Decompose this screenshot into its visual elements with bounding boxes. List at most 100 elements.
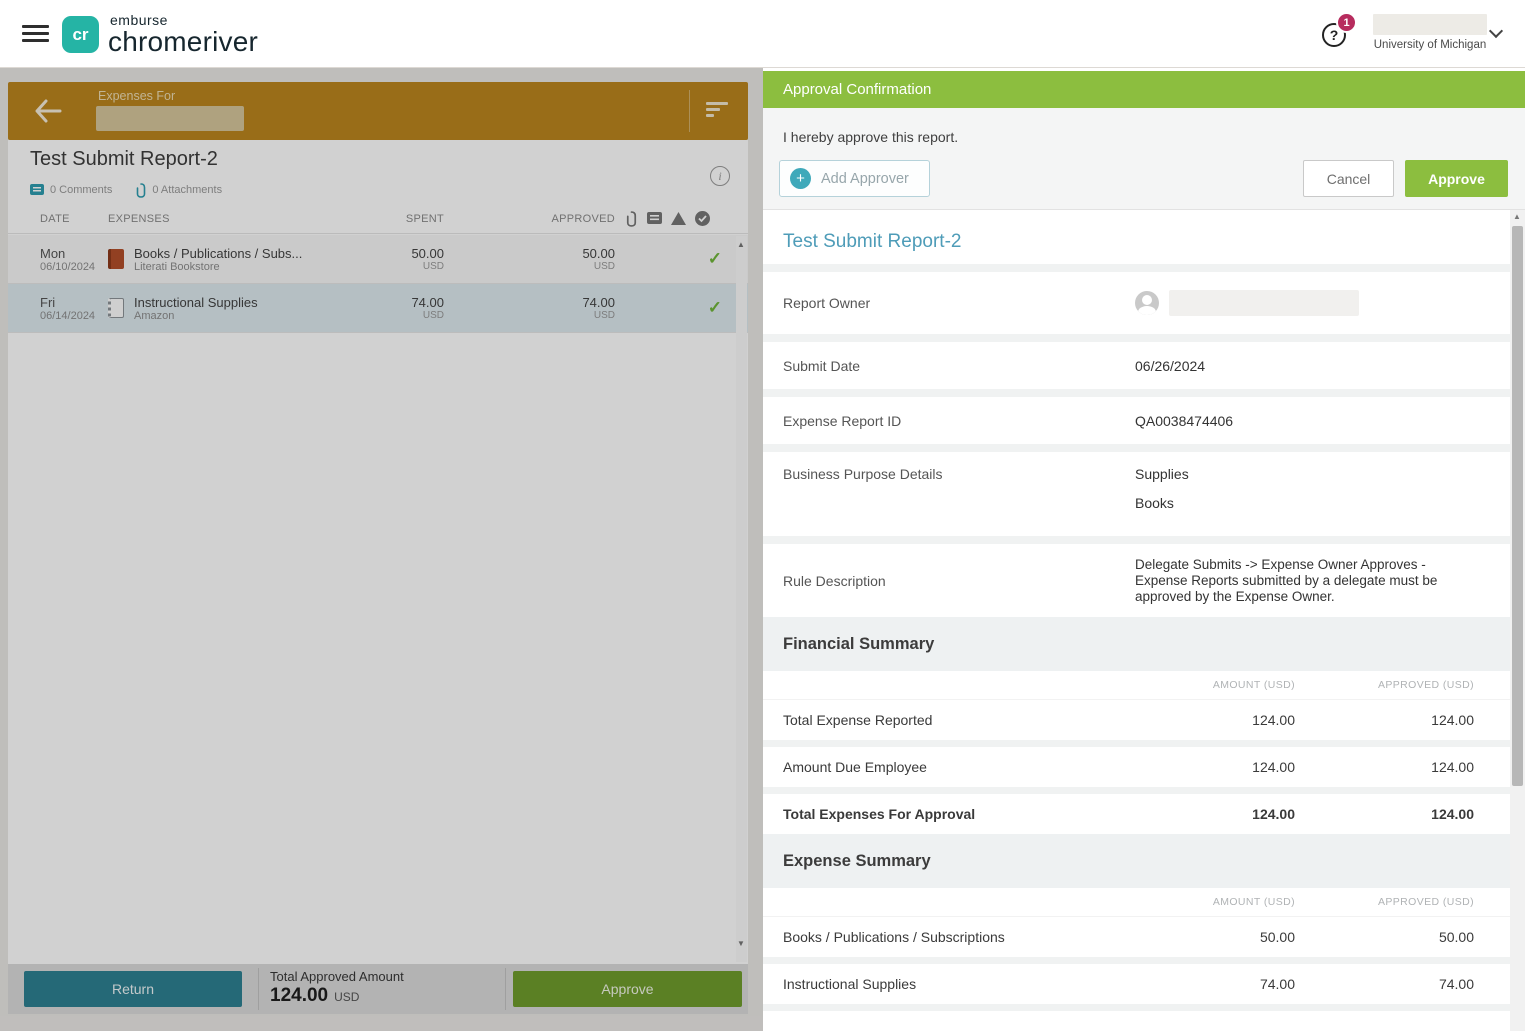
row-label: Instructional Supplies <box>783 976 917 992</box>
report-owner-label: Report Owner <box>783 295 871 311</box>
add-approver-button[interactable]: + Add Approver <box>779 160 930 197</box>
section-separator <box>763 264 1510 272</box>
total-approved-label: Total Approved Amount <box>270 969 404 984</box>
cancel-button[interactable]: Cancel <box>1303 160 1394 197</box>
row-amount: 124.00 <box>1252 712 1295 728</box>
row-approved: 50.00 <box>1438 929 1474 945</box>
column-header-spent: SPENT <box>405 212 444 225</box>
submit-date-label: Submit Date <box>783 357 861 374</box>
notification-badge: 1 <box>1336 12 1357 33</box>
column-header-date: DATE <box>40 212 70 225</box>
add-approver-label: Add Approver <box>821 170 909 187</box>
redacted-username[interactable] <box>1373 14 1487 35</box>
rule-description-row: Rule Description Delegate Submits -> Exp… <box>763 544 1510 617</box>
expense-date: 06/10/2024 <box>40 260 96 273</box>
row-separator <box>763 957 1510 964</box>
row-separator <box>763 740 1510 747</box>
row-label: Amount Due Employee <box>783 759 927 775</box>
expenses-for-header: Expenses For <box>8 82 748 140</box>
paperclip-icon <box>137 182 146 198</box>
approve-button[interactable]: Approve <box>1405 160 1508 197</box>
approved-currency: USD <box>593 261 615 272</box>
approved-check-icon: ✓ <box>707 298 722 317</box>
financial-summary-columns: AMOUNT (USD) APPROVED (USD) <box>763 671 1510 700</box>
comments-count: 0 Comments <box>50 184 113 196</box>
approve-button-footer[interactable]: Approve <box>513 971 742 1007</box>
brand-logo-icon: cr <box>62 16 99 53</box>
approved-amount: 50.00 <box>582 246 615 261</box>
scroll-up-icon[interactable]: ▲ <box>737 240 745 249</box>
hamburger-menu-icon[interactable] <box>22 25 49 43</box>
approval-confirmation-panel: Approval Confirmation I hereby approve t… <box>763 68 1525 1031</box>
summary-row: Total Expense Reported 124.00 124.00 <box>763 700 1510 740</box>
expense-day: Mon <box>40 245 66 261</box>
panel-scrollbar[interactable]: ▲ <box>1510 210 1525 1031</box>
column-approved-usd: APPROVED (USD) <box>1377 679 1474 691</box>
footer-divider <box>505 968 506 1010</box>
scroll-up-icon[interactable]: ▲ <box>1513 212 1521 221</box>
row-approved: 124.00 <box>1431 712 1474 728</box>
column-header-expenses: EXPENSES <box>108 212 170 225</box>
purpose-line-1: Supplies <box>1135 466 1189 482</box>
summary-row: Instructional Supplies 74.00 74.00 <box>763 964 1510 1004</box>
spent-currency: USD <box>422 310 444 321</box>
column-header-approved: APPROVED <box>551 212 615 225</box>
scrollbar-thumb[interactable] <box>1512 226 1523 786</box>
org-name: University of Michigan <box>1373 39 1487 51</box>
expense-row-books[interactable]: Mon 06/10/2024 Books / Publications / Su… <box>8 235 748 284</box>
spent-amount: 74.00 <box>411 295 444 310</box>
report-id-label: Expense Report ID <box>783 412 902 429</box>
expense-summary-header: Expense Summary <box>763 834 1510 888</box>
rule-description-value: Delegate Submits -> Expense Owner Approv… <box>1135 556 1438 604</box>
expense-day: Fri <box>40 294 56 310</box>
expense-report-panel: Expenses For Test Submit Report-2 0 Comm… <box>0 68 763 1031</box>
chevron-down-icon[interactable] <box>1491 24 1503 36</box>
expense-summary-columns: AMOUNT (USD) APPROVED (USD) <box>763 888 1510 917</box>
confirmation-text: I hereby approve this report. <box>783 129 959 145</box>
paperclip-icon <box>626 210 637 227</box>
report-detail-title: Test Submit Report-2 <box>783 231 962 252</box>
attachments-count: 0 Attachments <box>152 184 223 196</box>
approved-currency: USD <box>593 310 615 321</box>
row-separator <box>763 787 1510 794</box>
column-header-icons <box>615 210 748 227</box>
submit-date-row: Submit Date 06/26/2024 <box>763 342 1510 389</box>
rule-description-label: Rule Description <box>783 572 886 589</box>
book-expense-icon <box>108 249 124 269</box>
row-approved: 124.00 <box>1431 759 1474 775</box>
info-icon[interactable]: i <box>710 166 730 186</box>
expense-type: Books / Publications / Subs... <box>134 245 303 261</box>
report-id-row: Expense Report ID QA0038474406 <box>763 397 1510 444</box>
financial-summary-header: Financial Summary <box>763 617 1510 671</box>
report-detail-content: Test Submit Report-2 Report Owner Submit… <box>763 210 1510 1031</box>
expense-merchant: Literati Bookstore <box>134 260 220 273</box>
report-footer-bar: Return Total Approved Amount 124.00 USD A… <box>8 964 748 1014</box>
row-amount: 124.00 <box>1252 759 1295 775</box>
expense-merchant: Amazon <box>134 309 175 322</box>
business-purpose-row: Business Purpose Details Supplies Books <box>763 452 1510 536</box>
warning-icon <box>671 212 686 225</box>
confirmation-section: I hereby approve this report. + Add Appr… <box>763 108 1525 210</box>
spent-amount: 50.00 <box>411 246 444 261</box>
comment-icon <box>30 183 44 195</box>
sort-icon[interactable] <box>706 102 730 120</box>
expense-list-scrollbar[interactable]: ▲ ▼ <box>736 236 747 962</box>
approved-check-icon: ✓ <box>707 249 722 268</box>
help-icon[interactable]: ? <box>1322 23 1346 47</box>
summary-row-total: Total Expenses For Approval 124.00 124.0… <box>763 794 1510 834</box>
expense-row-supplies[interactable]: Fri 06/14/2024 Instructional Supplies Am… <box>8 284 748 333</box>
redacted-owner-name <box>1169 290 1359 316</box>
return-button[interactable]: Return <box>24 971 242 1007</box>
column-amount-usd: AMOUNT (USD) <box>1212 679 1295 691</box>
notebook-expense-icon <box>108 298 124 318</box>
scroll-down-icon[interactable]: ▼ <box>737 939 745 948</box>
total-approved-currency: USD <box>334 990 360 1004</box>
brand-name-top: emburse <box>110 12 168 28</box>
purpose-line-2: Books <box>1135 495 1174 511</box>
report-id-value: QA0038474406 <box>1135 412 1234 429</box>
summary-row: Books / Publications / Subscriptions 50.… <box>763 917 1510 957</box>
comment-icon <box>647 211 662 224</box>
row-label: Total Expense Reported <box>783 712 933 728</box>
row-approved: 74.00 <box>1438 976 1474 992</box>
back-arrow-icon[interactable] <box>32 96 64 126</box>
